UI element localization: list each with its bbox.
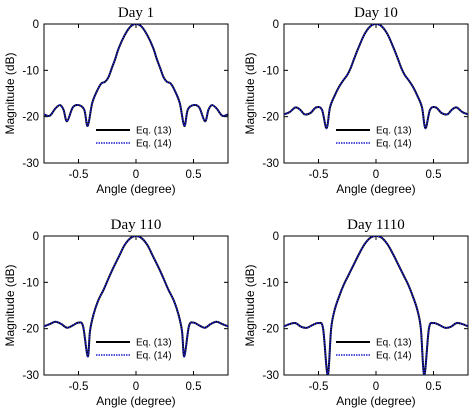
x-tick-label: 0 <box>133 381 139 393</box>
y-tick-label: 0 <box>273 19 279 31</box>
y-axis-label: Magnitude (dB) <box>243 52 257 134</box>
x-tick-label: -0.5 <box>309 381 329 393</box>
x-axis-label: Angle (degree) <box>336 182 415 196</box>
chart-title: Day 1110 <box>347 217 405 233</box>
y-tick-label: -20 <box>262 112 279 124</box>
chart-title: Day 1 <box>118 5 154 21</box>
series-line-eq14 <box>284 24 468 130</box>
x-tick-label: 0 <box>373 169 379 181</box>
y-tick-label: 0 <box>33 231 39 243</box>
x-axis-label: Angle (degree) <box>336 394 415 408</box>
chart-title: Day 110 <box>111 217 162 233</box>
y-tick-label: 0 <box>273 231 279 243</box>
y-axis-label: Magnitude (dB) <box>3 264 17 346</box>
x-tick-label: 0.5 <box>426 169 442 181</box>
y-tick-label: -30 <box>262 370 279 382</box>
legend-label: Eq. (14) <box>376 139 412 150</box>
legend-label: Eq. (13) <box>376 338 412 349</box>
legend-label: Eq. (13) <box>376 126 412 137</box>
y-tick-label: -10 <box>262 277 279 289</box>
x-tick-label: 0.5 <box>186 381 202 393</box>
y-tick-label: -20 <box>22 324 39 336</box>
y-tick-label: -30 <box>22 158 39 170</box>
legend: Eq. (13) Eq. (14) <box>96 338 172 362</box>
legend-label: Eq. (14) <box>136 139 172 150</box>
y-tick-label: -10 <box>22 65 39 77</box>
series-line-eq14 <box>44 24 228 127</box>
x-tick-label: 0 <box>133 169 139 181</box>
x-tick-label: -0.5 <box>69 381 89 393</box>
legend-label: Eq. (13) <box>136 126 172 137</box>
x-tick-label: 0 <box>373 381 379 393</box>
x-tick-label: -0.5 <box>309 169 329 181</box>
legend: Eq. (13) Eq. (14) <box>96 126 172 150</box>
legend-label: Eq. (14) <box>136 351 172 362</box>
chart-panel-1: Day 1 -0.5 0 0.5 0 -10 -20 -30 Angle (degree) Mag… <box>3 5 229 196</box>
x-tick-label: 0.5 <box>426 381 442 393</box>
legend-label: Eq. (13) <box>136 338 172 349</box>
chart-panel-3: Day 110 -0.5 0 0.5 0 -10 -20 -30 Angle (degree) M… <box>3 217 229 408</box>
chart-panel-4: Day 1110 -0.5 0 0.5 0 -10 -20 -30 Angle (degree)… <box>243 217 469 408</box>
chart-panel-2: Day 10 -0.5 0 0.5 0 -10 -20 -30 Angle (degree) Ma… <box>243 5 469 196</box>
y-tick-label: -10 <box>22 277 39 289</box>
y-tick-label: 0 <box>33 19 39 31</box>
y-tick-label: -30 <box>22 370 39 382</box>
y-axis-label: Magnitude (dB) <box>3 52 17 134</box>
y-tick-label: -20 <box>22 112 39 124</box>
series-line-eq14 <box>284 236 468 375</box>
x-axis-label: Angle (degree) <box>96 182 175 196</box>
chart-title: Day 10 <box>354 5 398 21</box>
y-tick-label: -20 <box>262 324 279 336</box>
legend-label: Eq. (14) <box>376 351 412 362</box>
series-line-eq14 <box>44 236 228 358</box>
y-axis-label: Magnitude (dB) <box>243 264 257 346</box>
y-tick-label: -10 <box>262 65 279 77</box>
y-tick-label: -30 <box>262 158 279 170</box>
legend: Eq. (13) Eq. (14) <box>336 338 412 362</box>
legend: Eq. (13) Eq. (14) <box>336 126 412 150</box>
x-tick-label: 0.5 <box>186 169 202 181</box>
x-tick-label: -0.5 <box>69 169 89 181</box>
x-axis-label: Angle (degree) <box>96 394 175 408</box>
